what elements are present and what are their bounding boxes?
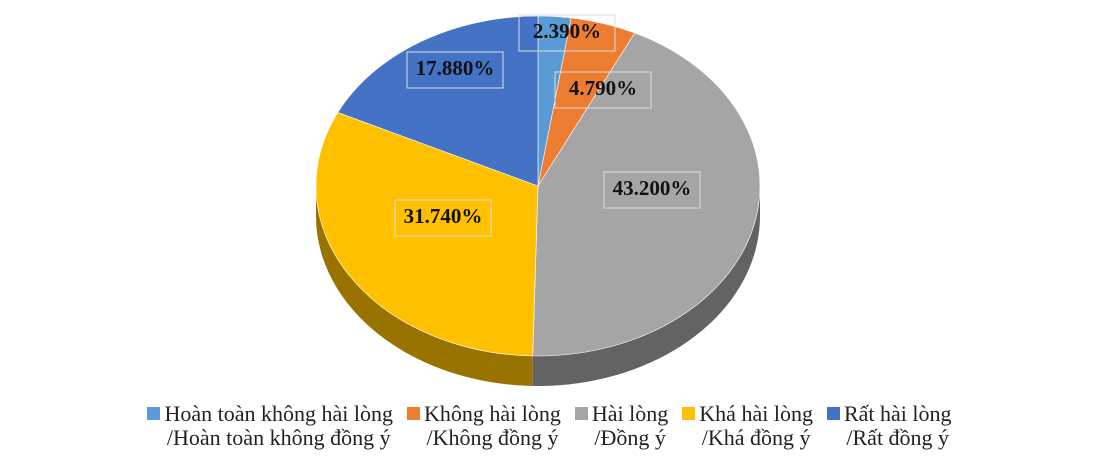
legend-label: Không hài lòng /Không đồng ý [424,401,561,450]
chart: 2.390% 4.790% 43.200% 31.740% 17.880% [315,14,761,386]
pie-slice [315,112,539,357]
label-box [554,71,652,109]
legend-item: Hoàn toàn không hài lòng /Hoàn toàn khôn… [147,402,393,450]
pie-top [315,15,761,357]
label-box [518,14,616,52]
label-box [406,51,504,89]
label-box [394,199,492,237]
legend-item: Hài lòng /Đồng ý [574,401,669,450]
label-box [603,171,701,209]
data-label: 4.790% [569,76,637,100]
pie-slice [337,15,539,187]
legend-item: Khá hài lòng /Khá đồng ý [682,402,813,450]
legend-swatch [407,407,421,420]
data-label: 31.740% [404,204,483,228]
legend-label: Hài lòng /Đồng ý [591,401,669,450]
legend-item: Không hài lòng /Không đồng ý [407,402,561,450]
pie-side [316,186,533,386]
pie-side [532,186,760,386]
legend-item: Rất hài lòng /Rất đồng ý [826,401,952,450]
legend-label: Hoàn toàn không hài lòng /Hoàn toàn khôn… [164,401,394,450]
legend-swatch [147,407,161,420]
data-labels: 2.390% 4.790% 43.200% 31.740% 17.880% [394,14,701,237]
legend-label: Rất hài lòng /Rất đồng ý [843,401,952,450]
legend-label: Khá hài lòng /Khá đồng ý [699,401,813,450]
pie-sides [316,186,760,386]
legend-swatch [826,407,840,420]
legend-swatch [682,407,696,420]
data-label: 43.200% [613,176,692,200]
legend-swatch [574,407,588,420]
data-label: 2.390% [533,19,601,43]
pie-slice [532,32,761,357]
data-label: 17.880% [416,56,495,80]
legend: Hoàn toàn không hài lòng /Hoàn toàn khôn… [0,402,1099,450]
